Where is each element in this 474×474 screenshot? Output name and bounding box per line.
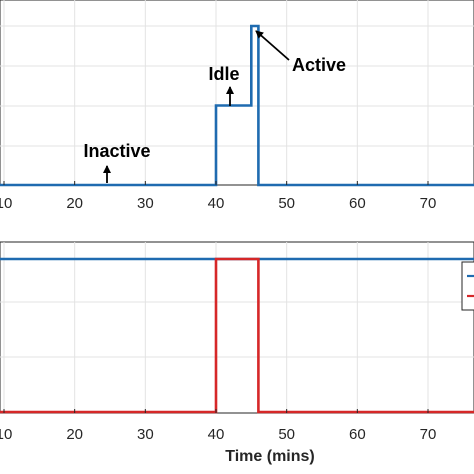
top-x-tick-label: 70 — [420, 195, 437, 212]
bottom-x-tick-label: 20 — [66, 426, 83, 443]
top-x-tick-label: 20 — [66, 195, 83, 212]
legend — [461, 261, 474, 311]
bottom-x-tick-label: 30 — [137, 426, 154, 443]
annotation-idle: Idle — [208, 64, 239, 84]
x-axis-label: Time (mins) — [225, 448, 315, 465]
bottom-x-tick-label: 60 — [349, 426, 366, 443]
bottom-x-tick-label: 40 — [208, 426, 225, 443]
top-plot: 10 20 30 40 50 60 70 Inactive Idle Active — [0, 0, 474, 212]
bottom-plot-frame — [0, 241, 474, 414]
top-annotations: Inactive Idle Active — [83, 30, 346, 183]
bottom-plot: 010203040506070 Time (mins) — [0, 241, 474, 465]
top-x-tick-label: 30 — [137, 195, 154, 212]
top-series-line-0 — [0, 24, 474, 187]
bottom-series-group — [0, 257, 474, 414]
bottom-x-tick-label: 10 — [0, 426, 12, 443]
bottom-series-line-1 — [0, 257, 474, 414]
bottom-x-tick-labels: 010203040506070 — [0, 409, 436, 443]
top-x-tick-label: 50 — [278, 195, 295, 212]
top-x-tick-label: 10 — [0, 195, 12, 212]
annotation-active: Active — [292, 55, 346, 75]
bottom-grid — [0, 242, 474, 413]
top-plot-frame — [0, 0, 474, 186]
bottom-x-tick-label: 70 — [420, 426, 437, 443]
top-series-group — [0, 24, 474, 187]
top-grid — [0, 0, 474, 185]
bottom-x-tick-label: 50 — [278, 426, 295, 443]
legend-box — [461, 261, 474, 311]
top-x-tick-label: 60 — [349, 195, 366, 212]
annotation-arrow — [255, 30, 290, 61]
top-x-tick-label: 40 — [208, 195, 225, 212]
annotation-inactive: Inactive — [83, 141, 150, 161]
top-x-tick-labels: 10 20 30 40 50 60 70 — [0, 181, 436, 212]
